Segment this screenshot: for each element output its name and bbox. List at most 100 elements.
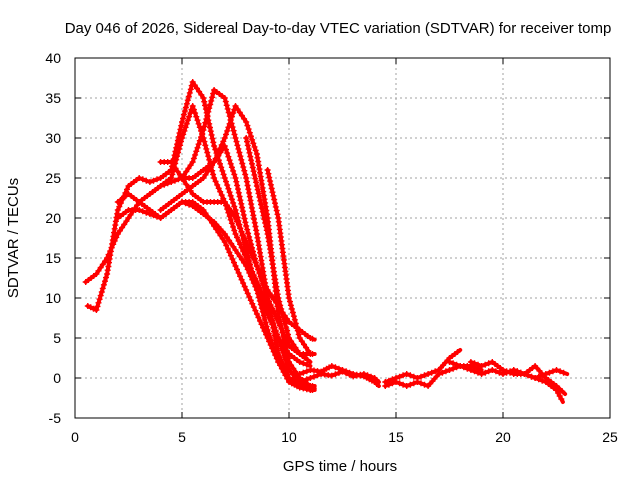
data-point bbox=[243, 119, 250, 125]
data-point bbox=[266, 306, 273, 313]
data-point bbox=[261, 316, 268, 323]
data-point bbox=[255, 190, 262, 197]
data-point bbox=[407, 381, 414, 388]
data-point bbox=[212, 178, 219, 185]
y-tick-label: 5 bbox=[53, 330, 61, 346]
data-point bbox=[195, 120, 202, 127]
data-point bbox=[287, 302, 294, 309]
data-point bbox=[227, 216, 234, 223]
data-point bbox=[276, 318, 283, 325]
data-point bbox=[557, 368, 564, 375]
data-point bbox=[303, 376, 310, 383]
data-point bbox=[282, 320, 289, 327]
data-point bbox=[240, 211, 247, 218]
data-point bbox=[400, 381, 407, 388]
data-point bbox=[183, 120, 190, 127]
data-point bbox=[234, 250, 241, 257]
data-point bbox=[221, 231, 228, 237]
data-point bbox=[121, 221, 128, 228]
data-point bbox=[272, 336, 279, 343]
data-point bbox=[290, 365, 297, 372]
data-point bbox=[277, 322, 284, 329]
data-point bbox=[300, 377, 307, 384]
data-point bbox=[170, 162, 177, 169]
data-point bbox=[335, 369, 342, 376]
data-point bbox=[485, 368, 492, 375]
data-point bbox=[232, 263, 239, 269]
data-point bbox=[238, 156, 245, 163]
data-point bbox=[255, 314, 262, 321]
data-point bbox=[146, 179, 153, 185]
data-point bbox=[332, 364, 339, 371]
data-point bbox=[360, 371, 367, 377]
data-point bbox=[226, 213, 233, 220]
data-point bbox=[198, 134, 204, 141]
data-point bbox=[204, 112, 211, 119]
data-point bbox=[267, 181, 274, 188]
data-point bbox=[109, 240, 116, 247]
data-point bbox=[245, 186, 252, 193]
data-point bbox=[240, 280, 247, 287]
data-point bbox=[185, 93, 192, 100]
data-point bbox=[475, 361, 481, 368]
data-point bbox=[300, 360, 307, 367]
data-point bbox=[204, 149, 211, 156]
data-point bbox=[187, 162, 194, 169]
data-point bbox=[535, 376, 542, 383]
data-point bbox=[116, 203, 123, 210]
data-point bbox=[196, 137, 203, 144]
data-point bbox=[168, 167, 175, 173]
data-point bbox=[164, 180, 171, 187]
data-point bbox=[450, 360, 457, 367]
data-point bbox=[225, 185, 232, 192]
data-point bbox=[226, 120, 233, 127]
data-point bbox=[421, 372, 428, 379]
data-point bbox=[219, 167, 226, 174]
data-point bbox=[460, 364, 467, 371]
data-point bbox=[179, 175, 185, 181]
data-point bbox=[123, 218, 130, 225]
data-point bbox=[410, 380, 417, 387]
data-point bbox=[273, 207, 280, 214]
data-point bbox=[279, 329, 286, 336]
data-point bbox=[301, 341, 307, 348]
data-point bbox=[177, 126, 184, 133]
data-point bbox=[214, 152, 221, 159]
data-point bbox=[353, 372, 360, 379]
data-point bbox=[400, 372, 407, 379]
data-point bbox=[180, 115, 186, 122]
data-point bbox=[231, 203, 238, 210]
data-point bbox=[198, 91, 205, 98]
data-point bbox=[257, 293, 263, 300]
data-point bbox=[528, 373, 535, 380]
data-point bbox=[207, 128, 214, 135]
data-point bbox=[246, 233, 253, 240]
data-point bbox=[256, 194, 263, 201]
plot-frame bbox=[74, 57, 611, 419]
data-point bbox=[248, 133, 254, 140]
data-point bbox=[143, 209, 150, 216]
data-point bbox=[278, 305, 285, 312]
data-point bbox=[303, 361, 310, 368]
data-point bbox=[225, 153, 232, 160]
data-point bbox=[223, 146, 229, 153]
data-point bbox=[226, 189, 233, 196]
data-point bbox=[95, 267, 102, 274]
data-point bbox=[236, 149, 243, 156]
data-point bbox=[553, 367, 560, 373]
data-point bbox=[500, 367, 506, 373]
data-point bbox=[262, 319, 269, 326]
data-point bbox=[245, 126, 252, 133]
data-point bbox=[467, 367, 474, 373]
data-point bbox=[189, 79, 196, 85]
data-point bbox=[179, 199, 185, 205]
data-point bbox=[196, 88, 203, 95]
data-point bbox=[181, 178, 188, 185]
data-point bbox=[226, 249, 233, 256]
data-point bbox=[161, 181, 168, 188]
data-point bbox=[183, 181, 190, 188]
data-point bbox=[93, 271, 100, 277]
data-point bbox=[215, 185, 222, 192]
data-point bbox=[266, 174, 273, 181]
data-point bbox=[245, 254, 252, 261]
